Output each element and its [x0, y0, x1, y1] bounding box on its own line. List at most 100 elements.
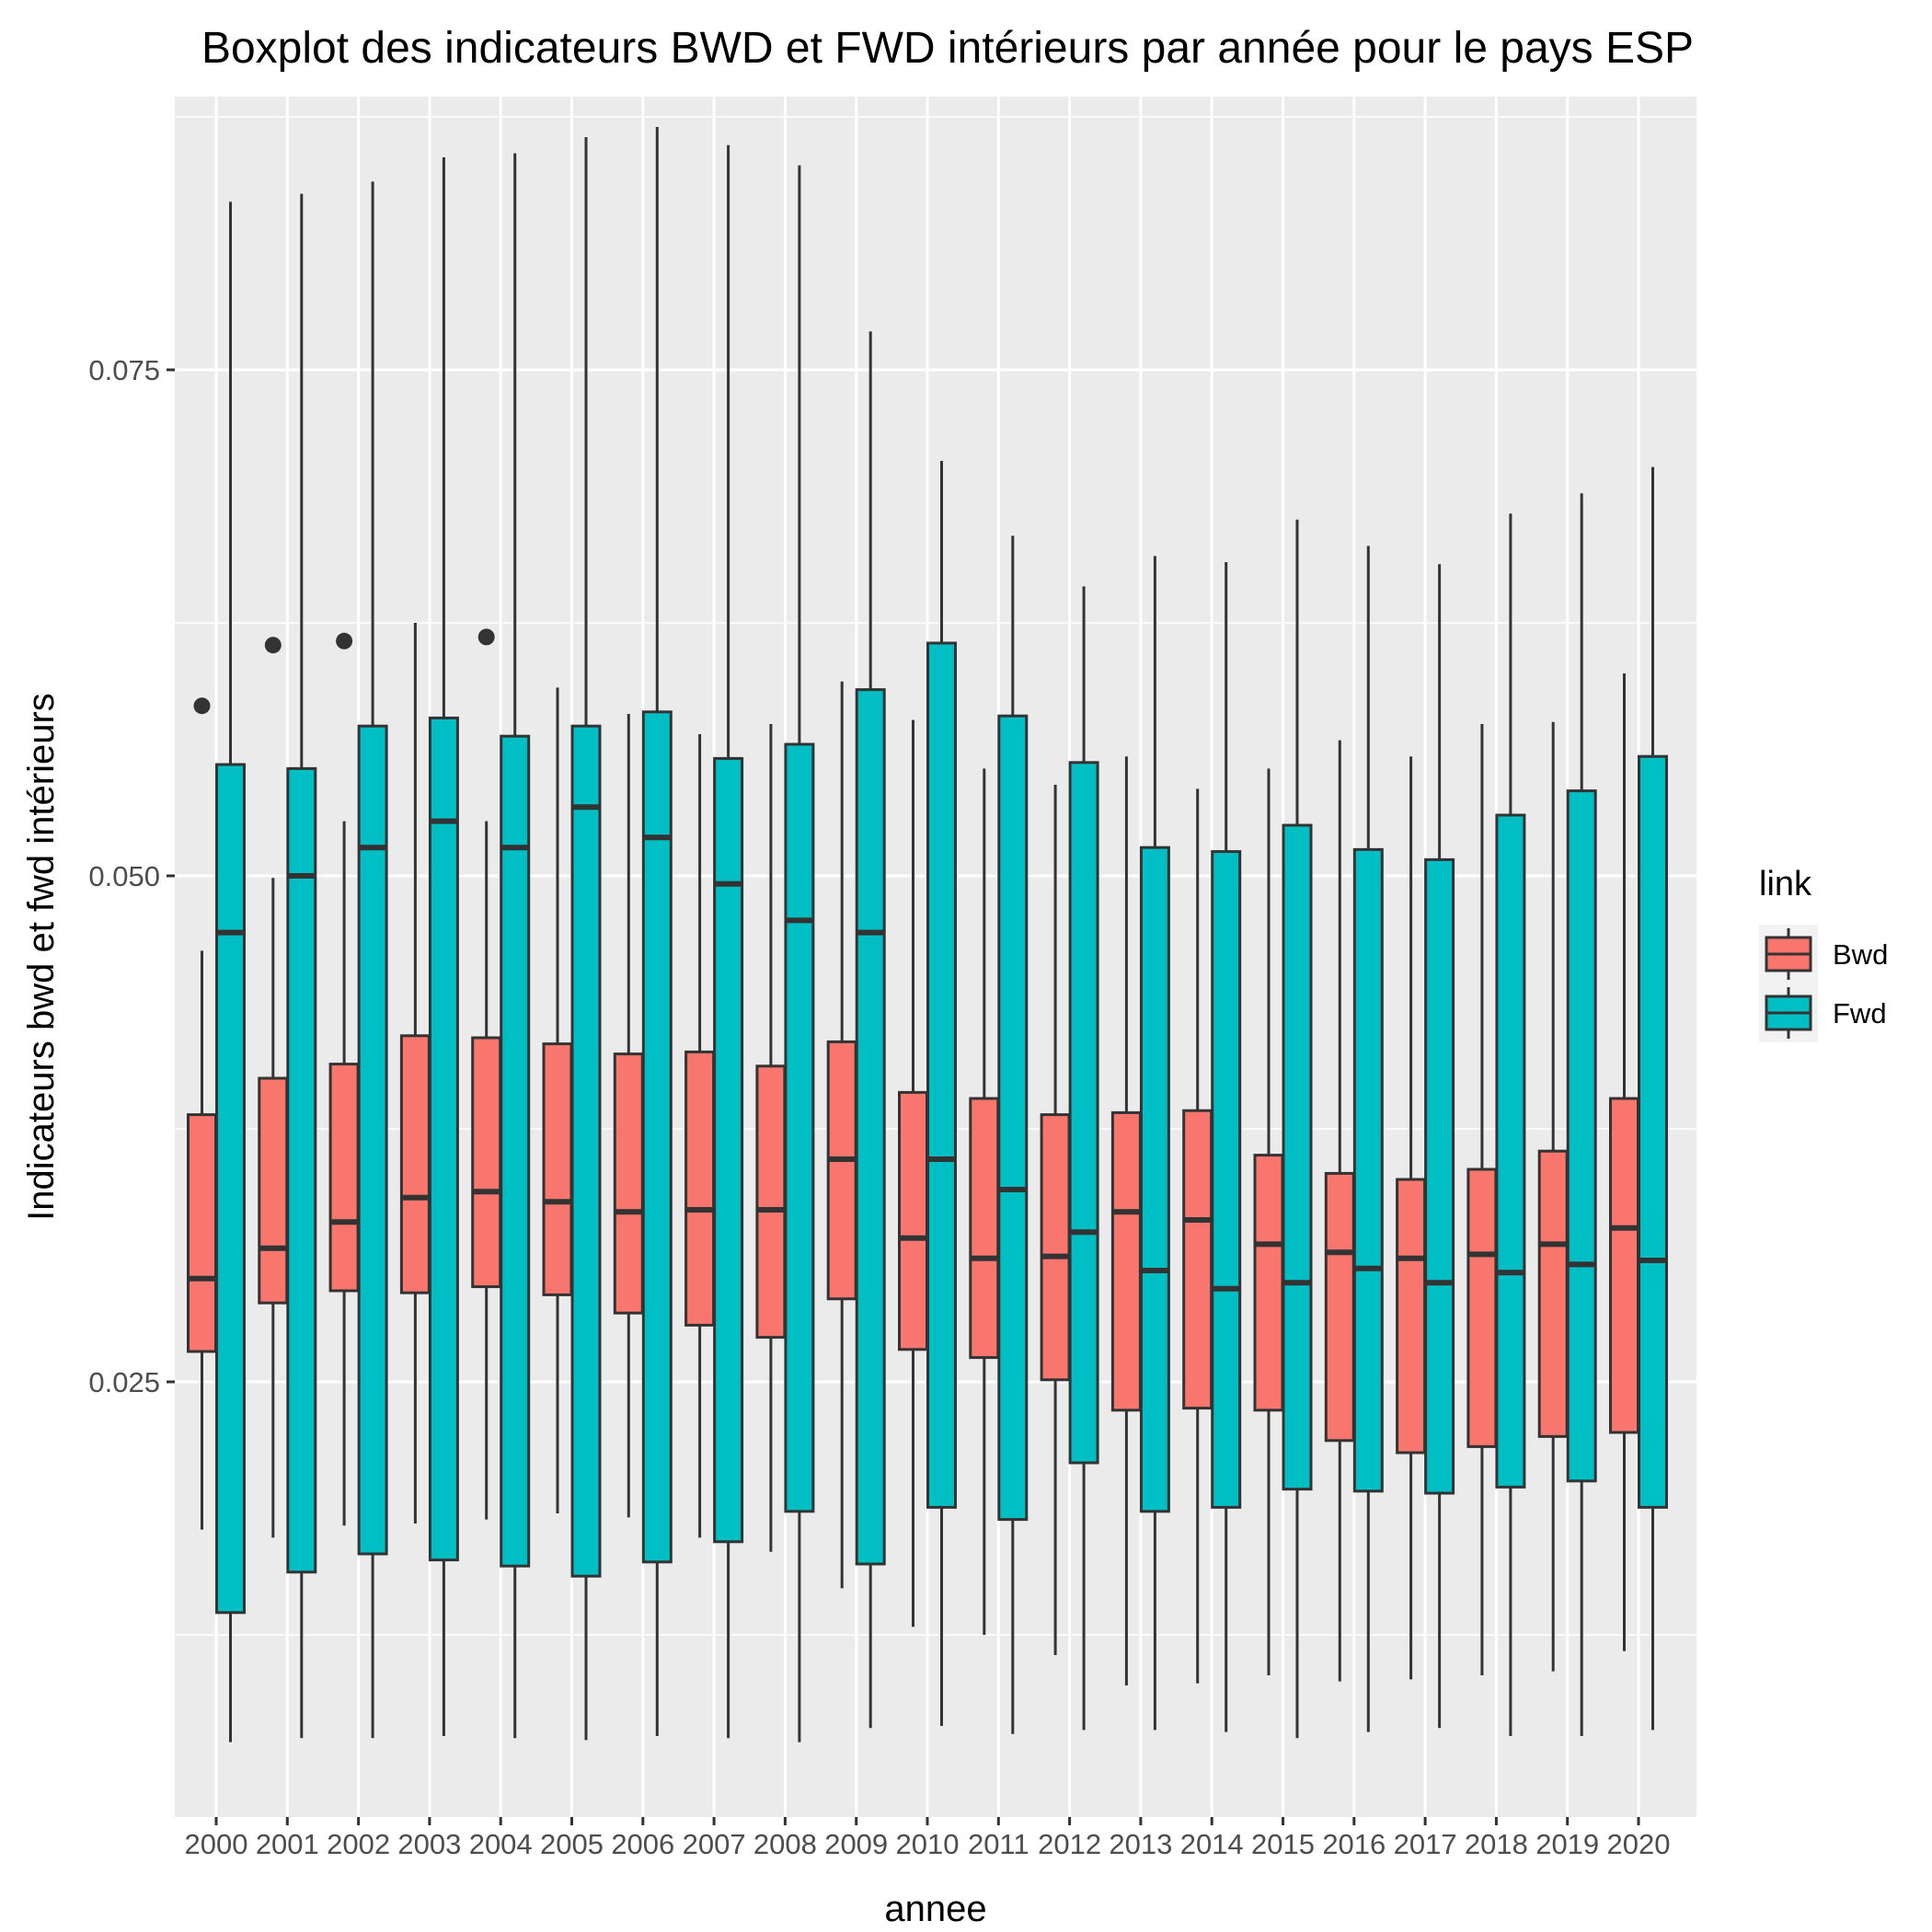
box-fwd-2017 — [1424, 564, 1455, 1729]
x-tick-label: 2018 — [1465, 1828, 1528, 1860]
box-iqr — [542, 1042, 573, 1296]
box-bwd-2018 — [1466, 724, 1498, 1675]
x-tick-label: 2009 — [824, 1828, 888, 1860]
box-bwd-2001 — [258, 637, 289, 1538]
y-tick-label: 0.025 — [88, 1366, 160, 1398]
box-layer — [187, 127, 1668, 1742]
box-iqr — [471, 1036, 502, 1289]
box-bwd-2013 — [1110, 756, 1142, 1685]
box-iqr — [1352, 847, 1384, 1493]
box-fwd-2010 — [926, 461, 957, 1726]
box-fwd-2001 — [286, 193, 317, 1739]
box-iqr — [1040, 1113, 1071, 1382]
outlier-point — [336, 632, 353, 650]
box-iqr — [399, 1034, 431, 1294]
box-iqr — [428, 716, 459, 1562]
box-fwd-2020 — [1638, 466, 1668, 1731]
box-bwd-2006 — [613, 714, 644, 1518]
box-iqr — [684, 1050, 716, 1327]
box-iqr — [1110, 1110, 1142, 1412]
box-iqr — [1638, 754, 1668, 1509]
outlier-point — [477, 628, 495, 646]
box-iqr — [357, 724, 388, 1556]
box-fwd-2006 — [641, 127, 673, 1736]
box-iqr — [1139, 845, 1170, 1513]
box-fwd-2002 — [357, 181, 388, 1739]
x-tick-label: 2000 — [185, 1828, 248, 1860]
box-iqr — [187, 1113, 217, 1353]
box-iqr — [713, 756, 744, 1544]
box-iqr — [1537, 1149, 1569, 1438]
box-iqr — [784, 742, 815, 1513]
x-tick-label: 2017 — [1394, 1828, 1457, 1860]
x-tick-label: 2005 — [540, 1828, 604, 1860]
box-iqr — [286, 766, 317, 1574]
box-fwd-2003 — [428, 157, 459, 1736]
box-bwd-2004 — [471, 628, 502, 1520]
box-iqr — [1182, 1109, 1213, 1410]
x-tick-label: 2006 — [611, 1828, 674, 1860]
x-tick-label: 2013 — [1109, 1828, 1172, 1860]
box-bwd-2016 — [1324, 740, 1355, 1682]
box-fwd-2005 — [570, 137, 602, 1741]
box-fwd-2014 — [1211, 562, 1242, 1732]
x-tick-label: 2011 — [968, 1828, 1029, 1860]
box-iqr — [1609, 1097, 1639, 1434]
box-iqr — [855, 688, 886, 1566]
box-iqr — [215, 763, 246, 1615]
x-tick-label: 2016 — [1322, 1828, 1386, 1860]
box-iqr — [1424, 857, 1455, 1495]
legend-label: Bwd — [1833, 938, 1888, 971]
y-tick-label: 0.050 — [88, 860, 160, 892]
box-fwd-2019 — [1566, 493, 1597, 1736]
box-fwd-2007 — [713, 144, 744, 1739]
box-iqr — [1396, 1178, 1427, 1455]
box-iqr — [1466, 1167, 1498, 1448]
box-fwd-2012 — [1068, 586, 1099, 1731]
y-tick-label: 0.075 — [88, 354, 160, 386]
x-tick-label: 2019 — [1535, 1828, 1599, 1860]
box-bwd-2015 — [1253, 768, 1284, 1675]
box-bwd-2014 — [1182, 788, 1213, 1684]
box-iqr — [328, 1063, 360, 1293]
box-iqr — [1068, 761, 1099, 1465]
box-bwd-2008 — [755, 724, 787, 1552]
box-iqr — [898, 1090, 928, 1351]
box-iqr — [258, 1076, 289, 1305]
x-tick-label: 2008 — [753, 1828, 817, 1860]
x-tick-label: 2001 — [256, 1828, 319, 1860]
legend: link Bwd Fwd — [1759, 865, 1888, 1042]
x-tick-label: 2004 — [469, 1828, 533, 1860]
box-iqr — [826, 1040, 857, 1301]
box-fwd-2000 — [215, 201, 246, 1742]
box-bwd-2012 — [1040, 785, 1071, 1655]
y-axis-label: Indicateurs bwd et fwd intérieurs — [21, 693, 62, 1221]
box-fwd-2004 — [500, 153, 531, 1739]
box-fwd-2015 — [1282, 519, 1313, 1739]
box-iqr — [1324, 1171, 1355, 1443]
x-tick-label: 2002 — [327, 1828, 390, 1860]
box-bwd-2020 — [1609, 673, 1639, 1651]
box-bwd-2003 — [399, 623, 431, 1524]
x-tick-label: 2012 — [1038, 1828, 1101, 1860]
box-fwd-2011 — [997, 535, 1029, 1734]
box-iqr — [570, 724, 602, 1578]
outlier-point — [264, 637, 282, 654]
legend-item-fwd: Fwd — [1759, 983, 1887, 1042]
box-iqr — [1566, 789, 1597, 1483]
box-iqr — [755, 1064, 787, 1340]
box-iqr — [1253, 1154, 1284, 1412]
x-tick-label: 2014 — [1180, 1828, 1244, 1860]
box-fwd-2016 — [1352, 546, 1384, 1732]
x-tick-label: 2010 — [896, 1828, 960, 1860]
box-bwd-2005 — [542, 687, 573, 1513]
box-iqr — [500, 734, 531, 1568]
box-fwd-2009 — [855, 331, 886, 1729]
legend-label: Fwd — [1833, 997, 1887, 1029]
box-iqr — [1495, 813, 1526, 1489]
box-iqr — [641, 710, 673, 1564]
box-iqr — [926, 641, 957, 1509]
x-tick-label: 2015 — [1251, 1828, 1315, 1860]
